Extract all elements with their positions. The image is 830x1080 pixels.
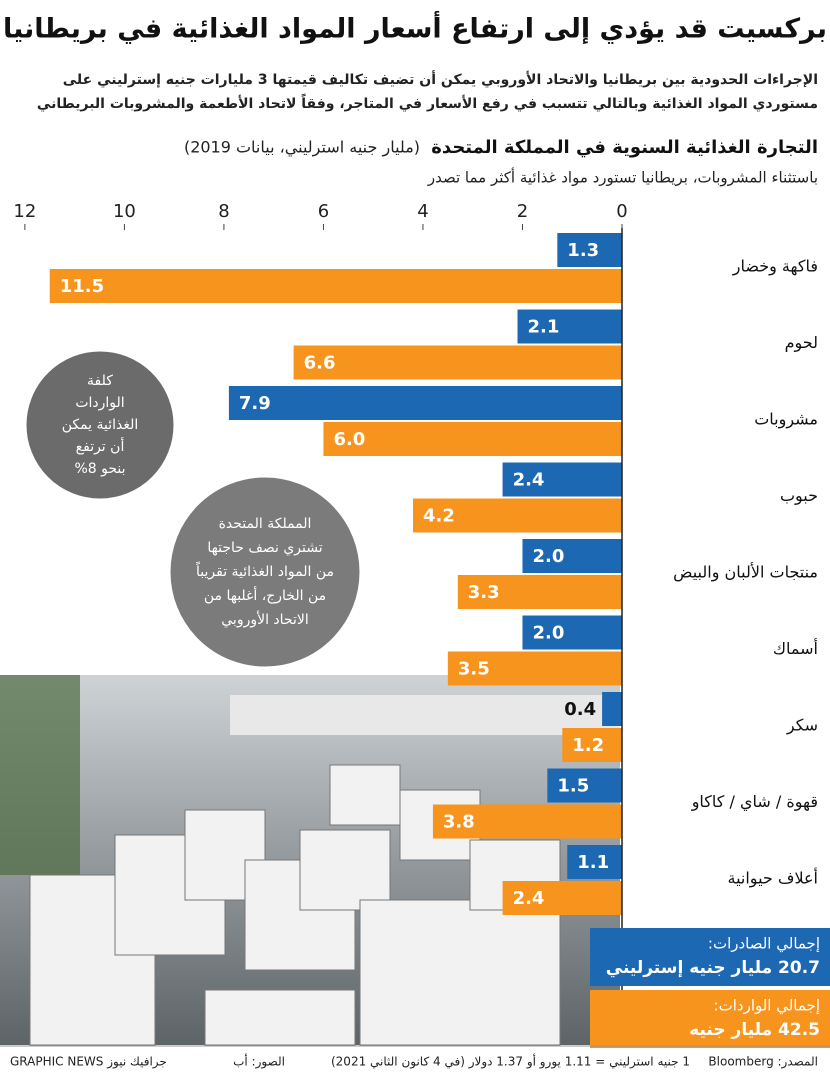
x-tick-label: 0 bbox=[616, 201, 627, 222]
x-tick-label: 4 bbox=[417, 201, 428, 222]
value-label: 0.4 bbox=[564, 699, 596, 720]
value-label: 11.5 bbox=[60, 276, 104, 297]
subtitle: مستوردي المواد الغذائية وبالتالي تتسبب ف… bbox=[37, 93, 818, 113]
subtitle: الإجراءات الحدودية بين بريطانيا والاتحاد… bbox=[63, 70, 818, 88]
value-label: 2.0 bbox=[532, 546, 564, 567]
chart-title: التجارة الغذائية السنوية في المملكة المت… bbox=[431, 137, 818, 158]
category-label: أعلاف حيوانية bbox=[728, 868, 819, 889]
value-label: 7.9 bbox=[239, 393, 271, 414]
category-label: حبوب bbox=[780, 486, 818, 506]
total-name: إجمالي الواردات: bbox=[714, 997, 820, 1016]
total-value: 20.7 مليار جنيه إسترليني bbox=[606, 958, 820, 978]
bar bbox=[432, 804, 622, 839]
bar bbox=[602, 692, 622, 726]
bar bbox=[517, 309, 622, 344]
value-label: 2.0 bbox=[532, 623, 564, 644]
category-label: منتجات الألبان والبيض bbox=[673, 562, 818, 583]
bar bbox=[447, 651, 622, 686]
bar bbox=[562, 728, 622, 762]
bar bbox=[502, 881, 622, 915]
bar bbox=[49, 269, 622, 303]
value-label: 3.5 bbox=[458, 659, 490, 680]
annotation-text: من المواد الغذائية تقريباً bbox=[195, 561, 334, 580]
annotation-text: أن ترتفع bbox=[76, 437, 125, 455]
bar bbox=[522, 615, 622, 650]
annotation-text: من الخارج، أغلبها من bbox=[204, 586, 326, 604]
category-label: سكر bbox=[786, 716, 818, 736]
x-tick-label: 6 bbox=[318, 201, 329, 222]
category-label: لحوم bbox=[785, 333, 818, 353]
value-label: 3.3 bbox=[468, 582, 500, 603]
photo-credit: الصور: أب bbox=[233, 1054, 285, 1070]
note: باستثناء المشروبات، بريطانيا تستورد مواد… bbox=[427, 168, 818, 187]
bar bbox=[567, 845, 622, 879]
photo bbox=[0, 675, 620, 1046]
value-label: 6.6 bbox=[304, 353, 336, 374]
value-label: 4.2 bbox=[423, 506, 455, 527]
x-tick-label: 10 bbox=[113, 201, 136, 222]
footer: المصدر: Bloomberg 1 جنيه استرليني = 1.11… bbox=[10, 1054, 818, 1070]
brand: GRAPHIC NEWS جرافيك نيوز bbox=[10, 1055, 167, 1070]
total-name: إجمالي الصادرات: bbox=[708, 935, 820, 954]
bar bbox=[502, 462, 622, 497]
annotation-text: المملكة المتحدة bbox=[219, 516, 312, 532]
annotation-bubble bbox=[167, 474, 363, 670]
bar bbox=[293, 345, 622, 380]
annotation-text: الواردات bbox=[75, 395, 124, 411]
source: المصدر: Bloomberg bbox=[708, 1055, 818, 1070]
category-label: قهوة / شاي / كاكاو bbox=[691, 792, 818, 812]
category-label: فاكهة وخضار bbox=[732, 257, 818, 277]
category-label: أسماك bbox=[773, 638, 818, 658]
total-value: 42.5 مليار جنيه bbox=[689, 1020, 820, 1040]
bar bbox=[457, 575, 622, 609]
value-label: 1.1 bbox=[577, 852, 609, 873]
annotation-text: تشتري نصف حاجتها bbox=[207, 540, 322, 556]
annotation-text: كلفة bbox=[87, 373, 113, 389]
x-tick-label: 12 bbox=[13, 201, 36, 222]
value-label: 2.4 bbox=[513, 470, 545, 491]
total-box bbox=[590, 990, 830, 1048]
annotation-bubble bbox=[23, 348, 177, 502]
bar bbox=[228, 386, 622, 420]
chart-unit: (مليار جنيه استرليني، بيانات 2019) bbox=[184, 138, 420, 158]
bar bbox=[413, 498, 622, 533]
title: بركسيت قد يؤدي إلى ارتفاع أسعار المواد ا… bbox=[3, 11, 827, 45]
x-tick-label: 8 bbox=[218, 201, 229, 222]
value-label: 1.2 bbox=[572, 735, 604, 756]
value-label: 1.3 bbox=[567, 240, 599, 261]
x-tick-label: 2 bbox=[517, 201, 528, 222]
value-label: 3.8 bbox=[443, 812, 475, 833]
total-box bbox=[590, 928, 830, 986]
currency-note: 1 جنيه استرليني = 1.11 يورو أو 1.37 دولا… bbox=[331, 1054, 690, 1070]
bar bbox=[522, 539, 622, 573]
value-label: 1.5 bbox=[557, 776, 589, 797]
annotation-text: الاتحاد الأوروبي bbox=[221, 610, 308, 628]
value-label: 2.4 bbox=[513, 888, 545, 909]
bar bbox=[547, 768, 622, 803]
category-label: مشروبات bbox=[754, 410, 818, 430]
annotation-text: الغذائية يمكن bbox=[62, 417, 139, 433]
bar bbox=[323, 422, 622, 456]
annotation-text: بنحو 8% bbox=[74, 461, 125, 477]
value-label: 6.0 bbox=[333, 429, 365, 450]
value-label: 2.1 bbox=[528, 317, 560, 338]
bar bbox=[557, 233, 622, 267]
